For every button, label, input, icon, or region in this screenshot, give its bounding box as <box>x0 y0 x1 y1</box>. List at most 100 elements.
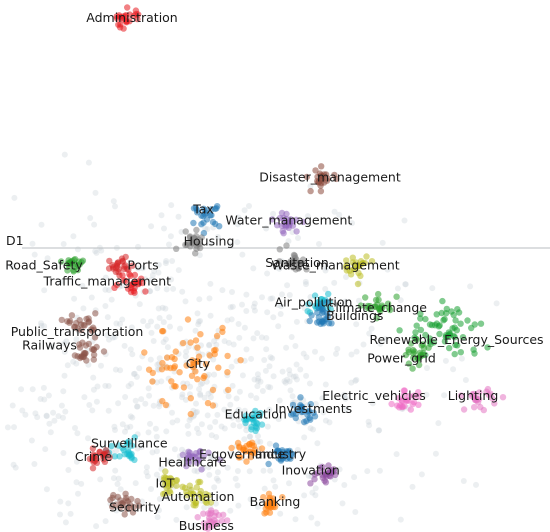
cluster-point <box>101 458 109 465</box>
cluster-point <box>343 257 350 264</box>
background-point <box>155 261 162 268</box>
cluster-point <box>311 471 318 478</box>
background-point <box>49 343 56 350</box>
cluster-point <box>122 497 130 504</box>
background-point <box>227 304 234 311</box>
background-point <box>159 304 166 311</box>
background-point <box>288 334 295 340</box>
background-point <box>213 475 220 482</box>
background-point <box>312 348 318 355</box>
background-point <box>493 300 500 307</box>
cluster-investments <box>288 394 319 426</box>
cluster-point <box>297 394 304 401</box>
cluster-point <box>184 316 192 323</box>
background-point <box>235 416 242 423</box>
background-point <box>342 298 349 305</box>
cluster-housing <box>173 226 205 257</box>
background-point <box>34 414 41 421</box>
background-point <box>282 379 289 386</box>
cluster-inovation <box>307 462 339 487</box>
background-point <box>154 323 161 330</box>
background-point <box>207 240 214 247</box>
background-point <box>303 354 310 361</box>
cluster-electric-vehicles <box>388 387 422 413</box>
background-point <box>206 471 213 478</box>
cluster-security <box>107 490 142 518</box>
background-point <box>319 395 326 402</box>
cluster-point <box>121 263 128 270</box>
background-point <box>375 427 382 434</box>
cluster-point <box>204 399 212 407</box>
background-point <box>233 395 240 402</box>
cluster-point <box>189 491 196 498</box>
cluster-point <box>173 482 180 489</box>
cluster-point <box>108 442 115 450</box>
background-point <box>70 233 77 240</box>
background-point <box>253 395 260 402</box>
cluster-point <box>457 349 464 356</box>
cluster-point <box>235 454 243 461</box>
cluster-point <box>361 259 368 267</box>
background-point <box>333 350 339 357</box>
cluster-point <box>477 320 485 327</box>
cluster-point <box>120 25 127 32</box>
background-point <box>334 345 341 352</box>
background-point <box>247 433 254 440</box>
background-point <box>397 297 404 304</box>
background-point <box>275 302 282 308</box>
background-point <box>11 424 17 431</box>
background-point <box>323 264 330 271</box>
background-point <box>286 371 293 378</box>
background-point <box>314 520 321 527</box>
background-point <box>86 402 93 408</box>
background-point <box>179 446 185 453</box>
background-point <box>254 371 261 378</box>
cluster-point <box>317 188 325 195</box>
cluster-point <box>311 292 319 299</box>
background-point <box>61 151 68 158</box>
background-point <box>279 368 286 375</box>
background-point <box>207 394 214 401</box>
background-point <box>255 433 261 440</box>
label-electric-vehicles: Electric_vehicles <box>322 388 426 403</box>
cluster-point <box>205 449 212 456</box>
cluster-point <box>331 171 338 179</box>
cluster-point <box>274 222 281 229</box>
cluster-buildings <box>306 298 335 328</box>
cluster-point <box>426 335 433 342</box>
background-point <box>168 202 175 209</box>
background-point <box>140 318 147 325</box>
background-point <box>397 516 404 523</box>
background-point <box>182 353 189 360</box>
background-point <box>74 246 81 253</box>
background-point <box>175 213 182 220</box>
background-point <box>81 394 88 401</box>
background-point <box>352 377 359 384</box>
cluster-point <box>113 281 121 288</box>
background-point <box>154 361 161 368</box>
cluster-point <box>208 206 215 213</box>
background-point <box>104 332 111 339</box>
cluster-point <box>396 327 403 334</box>
cluster-point <box>92 310 99 317</box>
cluster-point <box>159 359 166 367</box>
background-point <box>97 476 104 483</box>
cluster-point <box>399 403 406 410</box>
background-point <box>93 249 100 256</box>
background-point <box>134 403 141 410</box>
cluster-labels: Administration Disaster_management Tax Wate… <box>5 10 543 532</box>
cluster-point <box>196 448 203 455</box>
cluster-point <box>207 212 214 219</box>
background-point <box>38 320 44 327</box>
background-point <box>270 210 277 217</box>
background-point <box>129 351 136 358</box>
background-point <box>292 373 299 380</box>
background-point <box>432 450 439 457</box>
background-point <box>73 458 80 465</box>
cluster-point <box>198 221 205 228</box>
background-point <box>243 427 250 434</box>
cluster-point <box>121 511 128 518</box>
background-point <box>135 243 141 250</box>
cluster-crime <box>86 445 113 472</box>
background-point <box>156 496 163 502</box>
